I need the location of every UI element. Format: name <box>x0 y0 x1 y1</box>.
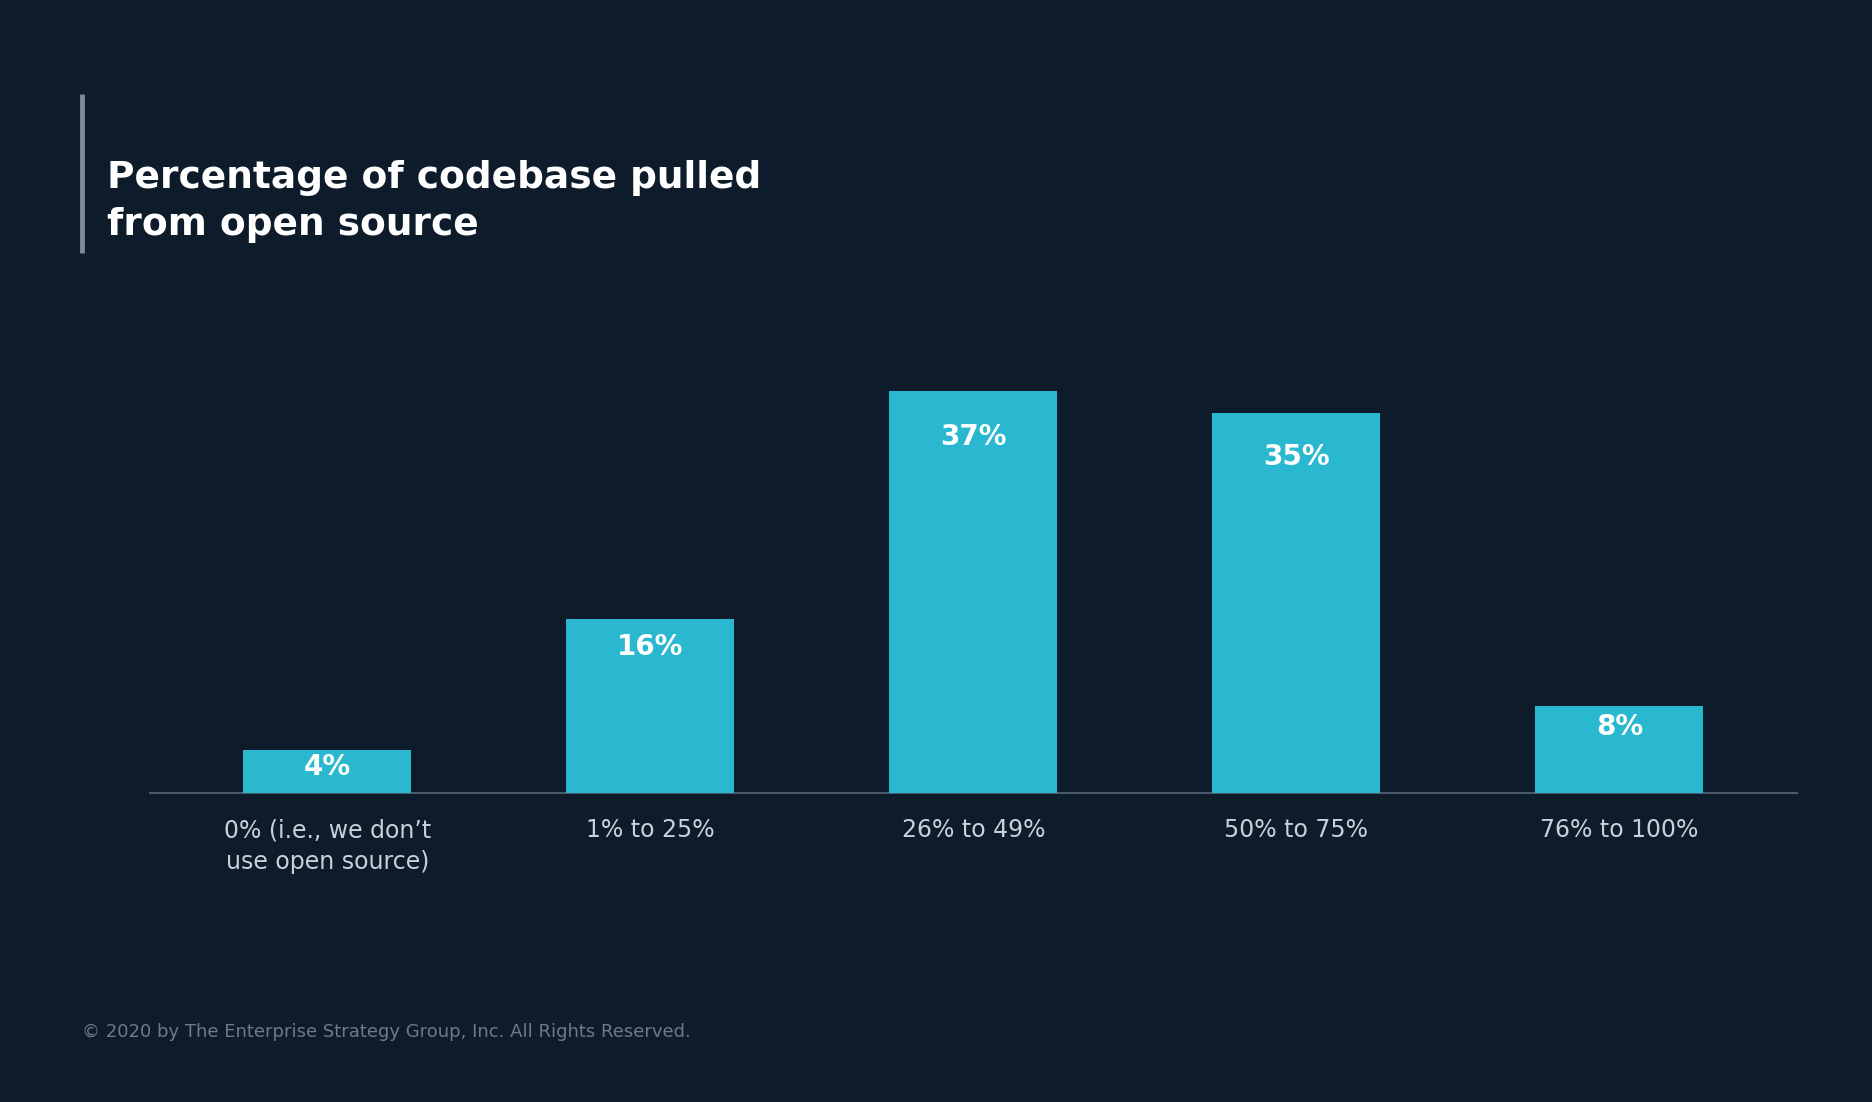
Text: 37%: 37% <box>940 423 1007 451</box>
Text: 16%: 16% <box>618 634 683 661</box>
Bar <box>567 619 734 793</box>
Text: Percentage of codebase pulled
from open source: Percentage of codebase pulled from open … <box>107 160 760 242</box>
Bar <box>889 391 1058 793</box>
Text: © 2020 by The Enterprise Strategy Group, Inc. All Rights Reserved.: © 2020 by The Enterprise Strategy Group,… <box>82 1024 691 1041</box>
Text: 4%: 4% <box>303 754 350 781</box>
Text: 35%: 35% <box>1264 443 1329 472</box>
Bar <box>1535 706 1704 793</box>
Bar <box>243 750 412 793</box>
Text: 8%: 8% <box>1597 713 1644 742</box>
Bar <box>1213 413 1380 793</box>
